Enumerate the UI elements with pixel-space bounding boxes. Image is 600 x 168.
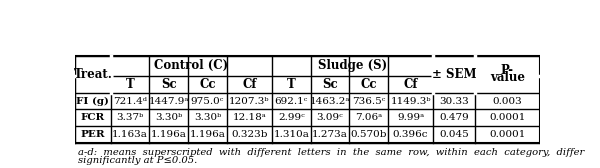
Text: 1.196a: 1.196a: [190, 130, 226, 139]
Bar: [75, 56, 540, 143]
Text: Sc: Sc: [161, 78, 176, 91]
Text: 1463.2ᵃ: 1463.2ᵃ: [310, 96, 350, 106]
Text: P-: P-: [501, 65, 514, 77]
Text: Cf: Cf: [403, 78, 418, 91]
Text: 7.06ᵃ: 7.06ᵃ: [355, 113, 382, 122]
Text: 0.479: 0.479: [439, 113, 469, 122]
Text: 0.396c: 0.396c: [393, 130, 428, 139]
Text: 3.09ᶜ: 3.09ᶜ: [317, 113, 343, 122]
Text: T: T: [125, 78, 134, 91]
Text: 721.4ᵈ: 721.4ᵈ: [113, 96, 147, 106]
Text: Sc: Sc: [322, 78, 338, 91]
Text: 3.37ᵇ: 3.37ᵇ: [116, 113, 143, 122]
Text: 692.1ᶜ: 692.1ᶜ: [275, 96, 308, 106]
Text: 1207.3ᵇ: 1207.3ᵇ: [229, 96, 269, 106]
Text: Control (C): Control (C): [154, 59, 229, 72]
Text: 0.570b: 0.570b: [350, 130, 387, 139]
Text: 0.045: 0.045: [439, 130, 469, 139]
Text: FCR: FCR: [80, 113, 105, 122]
Text: ± SEM: ± SEM: [432, 68, 476, 81]
Text: a-d:  means  superscripted  with  different  letters  in  the  same  row,  withi: a-d: means superscripted with different …: [78, 148, 584, 157]
Text: T: T: [287, 78, 296, 91]
Text: PER: PER: [80, 130, 105, 139]
Text: Cf: Cf: [242, 78, 257, 91]
Text: 3.30ᵇ: 3.30ᵇ: [155, 113, 182, 122]
Text: FI (g): FI (g): [76, 96, 109, 106]
Text: 1.163a: 1.163a: [112, 130, 148, 139]
Text: 975.0ᶜ: 975.0ᶜ: [191, 96, 224, 106]
Text: 1.196a: 1.196a: [151, 130, 187, 139]
Text: Treat.: Treat.: [73, 68, 112, 81]
Text: 3.30ᵇ: 3.30ᵇ: [194, 113, 221, 122]
Text: 1.310a: 1.310a: [273, 130, 309, 139]
Text: 0.003: 0.003: [493, 96, 523, 106]
Text: Cc: Cc: [361, 78, 377, 91]
Text: value: value: [490, 71, 525, 84]
Text: 0.0001: 0.0001: [489, 130, 526, 139]
Text: significantly at P≤0.05.: significantly at P≤0.05.: [78, 156, 197, 165]
Text: 0.323b: 0.323b: [231, 130, 268, 139]
Text: 12.18ᵃ: 12.18ᵃ: [232, 113, 266, 122]
Text: Sludge (S): Sludge (S): [318, 59, 387, 72]
Text: 30.33: 30.33: [439, 96, 469, 106]
Text: 1149.3ᵇ: 1149.3ᵇ: [391, 96, 431, 106]
Text: 1.273a: 1.273a: [312, 130, 348, 139]
Text: Cc: Cc: [199, 78, 216, 91]
Text: 0.0001: 0.0001: [489, 113, 526, 122]
Text: 736.5ᶜ: 736.5ᶜ: [352, 96, 385, 106]
Text: 2.99ᶜ: 2.99ᶜ: [278, 113, 305, 122]
Text: 9.99ᵃ: 9.99ᵃ: [397, 113, 424, 122]
Text: 1447.9ᵃ: 1447.9ᵃ: [149, 96, 189, 106]
